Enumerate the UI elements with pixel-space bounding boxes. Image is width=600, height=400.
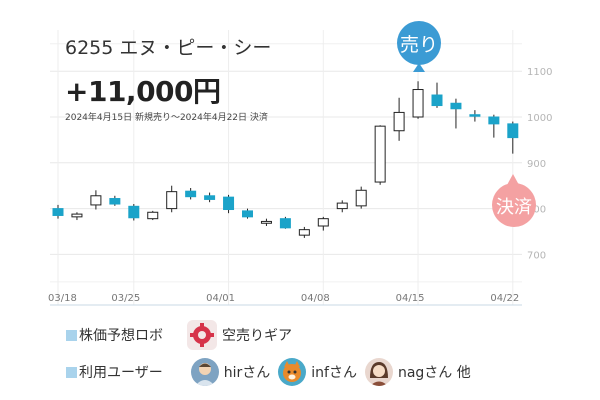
x-tick-label: 03/18 [48, 293, 77, 304]
y-tick-label: 700 [527, 250, 546, 261]
robot-gear-icon [187, 320, 217, 350]
candle-body [204, 195, 216, 200]
profit-result: +11,000円 [65, 75, 221, 108]
sell-badge: 売り [397, 21, 441, 72]
settle-badge-label: 決済 [496, 197, 532, 218]
candle-body [147, 211, 159, 220]
y-tick-label: 900 [527, 159, 546, 170]
sell-badge-label: 売り [400, 34, 438, 56]
candle-body [279, 218, 291, 229]
robot-label: 株価予想ロボ [79, 328, 163, 344]
user-name-nag[interactable]: nagさん 他 [397, 365, 471, 381]
user-avatar-hir[interactable] [190, 358, 219, 386]
y-axis-ticks: 700 800 900 1000 1100 [527, 67, 552, 261]
candle-body [431, 94, 443, 107]
x-tick-label: 03/25 [111, 293, 140, 304]
candle-body [393, 111, 405, 132]
x-tick-label: 04/15 [396, 293, 425, 304]
candle-body [185, 190, 197, 198]
candle-body [128, 205, 140, 219]
y-tick-label: 1000 [527, 113, 552, 124]
candle-body [336, 202, 348, 210]
x-tick-label: 04/08 [301, 293, 330, 304]
candle-body [242, 210, 253, 218]
candle-body [374, 125, 386, 183]
legend-square-icon [66, 329, 77, 341]
candle-body [71, 213, 83, 218]
candle-body [507, 123, 519, 139]
y-tick-label: 800 [527, 205, 546, 216]
candles [52, 81, 519, 238]
candlestick-chart: 700 800 900 1000 1100 03/18 03/25 04/01 04/08 04… [48, 21, 552, 306]
candle-body [355, 189, 367, 207]
chart-grid [50, 30, 522, 306]
settle-badge: 決済 [492, 174, 536, 227]
y-tick-label: 1100 [527, 67, 552, 78]
robot-legend-row: 株価予想ロボ 空売りギア [66, 320, 292, 350]
user-avatar-nag[interactable] [364, 358, 393, 386]
x-tick-label: 04/01 [206, 293, 235, 304]
user-name-inf[interactable]: infさん [311, 365, 357, 381]
user-name-hir[interactable]: hirさん [223, 365, 271, 381]
candle-body [298, 229, 310, 236]
candle-body [317, 218, 329, 227]
candle-body [469, 114, 481, 117]
user-avatar-inf[interactable] [278, 358, 307, 386]
candle-body [223, 196, 235, 211]
users-label: 利用ユーザー [79, 365, 163, 381]
robot-name[interactable]: 空売りギア [222, 328, 292, 344]
candle-body [488, 116, 500, 125]
candle-body [90, 195, 102, 206]
stock-title: 6255 エヌ・ピー・シー [65, 37, 272, 59]
candle-body [412, 89, 424, 118]
candle-body [109, 198, 121, 205]
users-legend-row: 利用ユーザー hirさん infさん nagさん 他 [66, 358, 471, 386]
x-axis-ticks: 03/18 03/25 04/01 04/08 04/15 04/22 [48, 293, 519, 304]
trade-period: 2024年4月15日 新規売り〜2024年4月22日 決済 [65, 113, 268, 123]
candle-body [52, 208, 64, 216]
x-tick-label: 04/22 [490, 293, 519, 304]
candle-body [260, 220, 272, 224]
candle-body [166, 191, 178, 210]
legend-square-icon [66, 366, 77, 378]
candle-body [450, 102, 462, 110]
